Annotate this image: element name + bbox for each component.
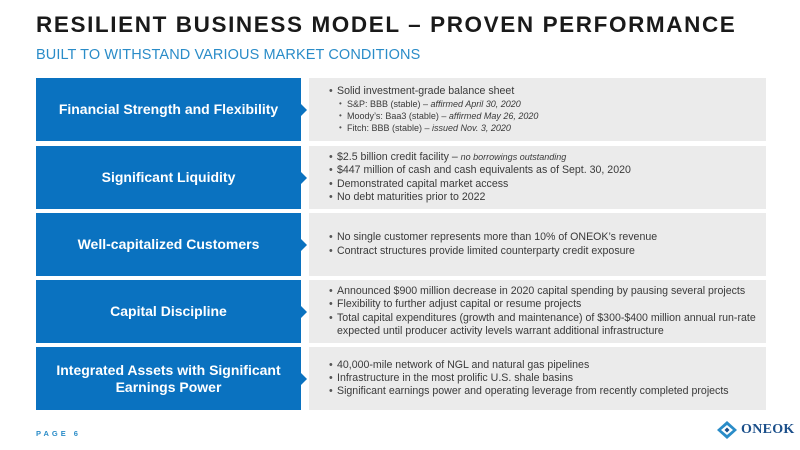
row-detail-integrated-assets: 40,000-mile network of NGL and natural g… xyxy=(309,347,766,410)
logo-text: ONEOK xyxy=(741,422,795,437)
bullet-item: Infrastructure in the most prolific U.S.… xyxy=(329,372,756,385)
row-detail-significant-liquidity: $2.5 billion credit facility – no borrow… xyxy=(309,146,766,209)
bullet-item: Demonstrated capital market access xyxy=(329,178,756,191)
sub-bullet-item: Fitch: BBB (stable) – issued Nov. 3, 202… xyxy=(329,122,756,134)
bullet-item: Significant earnings power and operating… xyxy=(329,385,756,398)
bullet-item: Announced $900 million decrease in 2020 … xyxy=(329,285,756,298)
bullet-item: Total capital expenditures (growth and m… xyxy=(329,312,756,338)
bullet-item: Solid investment-grade balance sheet xyxy=(329,85,756,98)
bullet-item: No debt maturities prior to 2022 xyxy=(329,191,756,204)
page-title: RESILIENT BUSINESS MODEL – PROVEN PERFOR… xyxy=(36,12,737,37)
bullet-item: $2.5 billion credit facility – no borrow… xyxy=(329,151,756,164)
oneok-logo: ONEOK xyxy=(716,420,795,440)
arrow-icon xyxy=(300,170,307,185)
row-significant-liquidity: Significant Liquidity $2.5 billion credi… xyxy=(36,146,766,209)
row-financial-strength: Financial Strength and Flexibility Solid… xyxy=(36,78,766,141)
bullet-item: Contract structures provide limited coun… xyxy=(329,245,756,258)
arrow-icon xyxy=(300,237,307,252)
bullet-item: $447 million of cash and cash equivalent… xyxy=(329,164,756,177)
row-capital-discipline: Capital Discipline Announced $900 millio… xyxy=(36,280,766,343)
arrow-icon xyxy=(300,102,307,117)
page-subtitle: BUILT TO WITHSTAND VARIOUS MARKET CONDIT… xyxy=(36,47,421,63)
page-number: PAGE 6 xyxy=(36,429,81,438)
row-detail-financial-strength: Solid investment-grade balance sheet S&P… xyxy=(309,78,766,141)
row-detail-capital-discipline: Announced $900 million decrease in 2020 … xyxy=(309,280,766,343)
diamond-logo-icon xyxy=(717,421,737,439)
row-label-capital-discipline: Capital Discipline xyxy=(36,280,301,343)
sub-bullet-item: Moody’s: Baa3 (stable) – affirmed May 26… xyxy=(329,110,756,122)
row-label-well-capitalized-customers: Well-capitalized Customers xyxy=(36,213,301,276)
row-well-capitalized-customers: Well-capitalized Customers No single cus… xyxy=(36,213,766,276)
arrow-icon xyxy=(300,304,307,319)
bullet-item: 40,000-mile network of NGL and natural g… xyxy=(329,359,756,372)
row-label-financial-strength: Financial Strength and Flexibility xyxy=(36,78,301,141)
row-label-integrated-assets: Integrated Assets with Significant Earni… xyxy=(36,347,301,410)
row-label-significant-liquidity: Significant Liquidity xyxy=(36,146,301,209)
arrow-icon xyxy=(300,371,307,386)
row-detail-well-capitalized-customers: No single customer represents more than … xyxy=(309,213,766,276)
row-integrated-assets: Integrated Assets with Significant Earni… xyxy=(36,347,766,410)
bullet-item: Flexibility to further adjust capital or… xyxy=(329,298,756,311)
sub-bullet-item: S&P: BBB (stable) – affirmed April 30, 2… xyxy=(329,98,756,110)
bullet-item: No single customer represents more than … xyxy=(329,231,756,244)
